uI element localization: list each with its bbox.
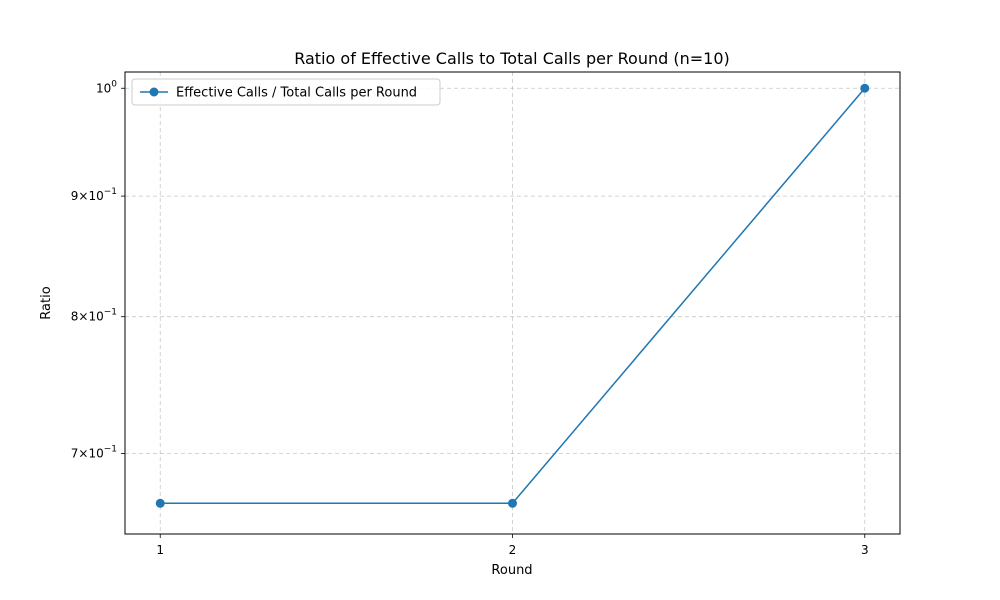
y-tick-label: 8×10−1 (71, 308, 117, 324)
legend-marker (149, 87, 159, 97)
y-tick-label: 7×10−1 (71, 444, 117, 460)
legend: Effective Calls / Total Calls per Round (131, 78, 441, 106)
x-axis-label: Round (491, 563, 532, 578)
grid (125, 72, 900, 534)
x-tick-label: 3 (861, 543, 869, 557)
legend-box (131, 78, 441, 106)
data-point (860, 83, 870, 93)
data-point (508, 498, 517, 508)
data-point (155, 498, 165, 508)
x-tick-label: 1 (156, 543, 164, 557)
y-axis-label: Ratio (39, 286, 54, 319)
x-tick-label: 2 (509, 543, 517, 557)
y-axis: 7×10−1 8×10−1 9×10−1 100 (71, 79, 125, 460)
y-tick-label: 100 (96, 79, 117, 95)
legend-label: Effective Calls / Total Calls per Round (176, 86, 417, 101)
chart-title: Ratio of Effective Calls to Total Calls … (294, 49, 730, 68)
series-layer (155, 83, 870, 508)
y-tick-label: 9×10−1 (71, 187, 117, 203)
x-axis: 1 2 3 (156, 534, 869, 557)
